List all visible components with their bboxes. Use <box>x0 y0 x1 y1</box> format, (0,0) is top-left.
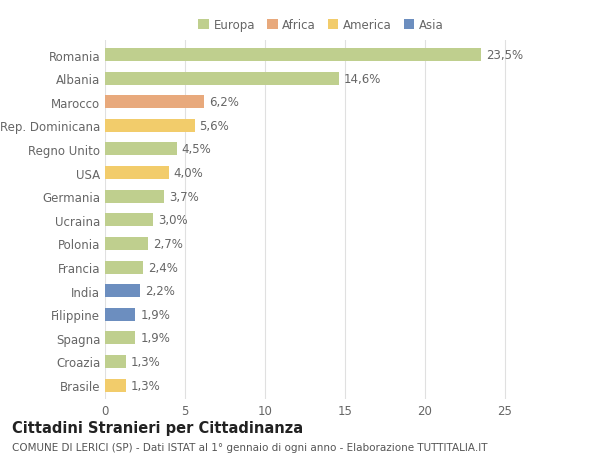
Legend: Europa, Africa, America, Asia: Europa, Africa, America, Asia <box>198 19 444 32</box>
Text: 3,0%: 3,0% <box>158 214 187 227</box>
Text: 5,6%: 5,6% <box>199 120 229 133</box>
Bar <box>105 73 338 85</box>
Bar <box>105 285 140 297</box>
Bar <box>105 96 204 109</box>
Bar <box>105 237 148 250</box>
Bar <box>105 308 136 321</box>
Bar <box>105 261 143 274</box>
Bar <box>105 379 126 392</box>
Text: 1,9%: 1,9% <box>140 331 170 345</box>
Text: 2,2%: 2,2% <box>145 285 175 297</box>
Text: 2,7%: 2,7% <box>153 237 183 250</box>
Text: 3,7%: 3,7% <box>169 190 199 203</box>
Bar <box>105 49 481 62</box>
Text: 1,3%: 1,3% <box>131 379 160 392</box>
Bar <box>105 214 153 227</box>
Text: 6,2%: 6,2% <box>209 96 239 109</box>
Bar <box>105 331 136 345</box>
Text: 1,9%: 1,9% <box>140 308 170 321</box>
Bar <box>105 167 169 179</box>
Text: 23,5%: 23,5% <box>486 49 523 62</box>
Text: 14,6%: 14,6% <box>343 73 381 85</box>
Text: 1,3%: 1,3% <box>131 355 160 368</box>
Bar <box>105 143 177 156</box>
Text: 4,0%: 4,0% <box>174 167 203 179</box>
Bar <box>105 120 194 133</box>
Bar <box>105 355 126 368</box>
Text: COMUNE DI LERICI (SP) - Dati ISTAT al 1° gennaio di ogni anno - Elaborazione TUT: COMUNE DI LERICI (SP) - Dati ISTAT al 1°… <box>12 442 487 452</box>
Bar <box>105 190 164 203</box>
Text: Cittadini Stranieri per Cittadinanza: Cittadini Stranieri per Cittadinanza <box>12 420 303 435</box>
Text: 2,4%: 2,4% <box>148 261 178 274</box>
Text: 4,5%: 4,5% <box>182 143 212 156</box>
